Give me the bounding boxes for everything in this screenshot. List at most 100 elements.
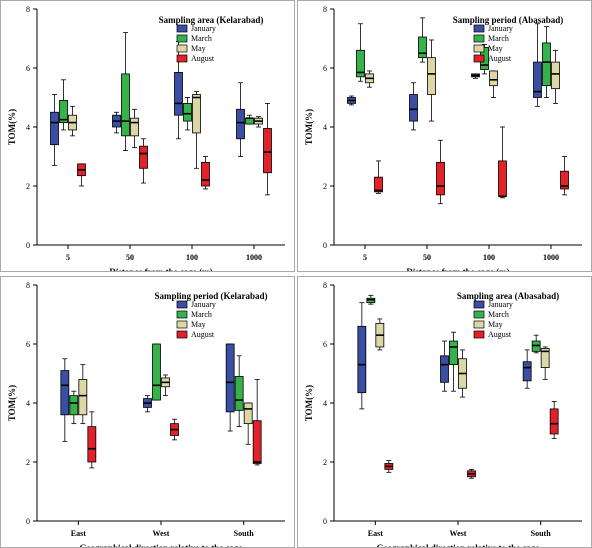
chart-panel-abasabad-distance: 0 2 4 6 8 TOM(%) 5 50 100 1000 Distance from the c… [297,0,592,272]
box-iqr [234,376,244,411]
y-tick-label: 0 [323,241,327,250]
box-january-100 [471,73,480,79]
x-tick-label: 100 [186,253,198,262]
legend-label: January [488,24,513,33]
box-may-100 [192,91,201,169]
y-tick-label: 2 [26,182,30,191]
legend-label: August [191,54,215,63]
box-iqr [489,70,498,87]
box-august-east [87,411,97,469]
box-iqr [549,408,559,435]
y-axis-label: TOM(%) [7,109,17,145]
box-iqr [183,103,192,122]
legend-label: August [488,330,512,339]
box-august-1000 [263,103,272,196]
box-march-1000 [542,26,551,98]
box-iqr [357,325,367,394]
x-axis-label: Geographical direction relative to the c… [80,543,243,547]
boxplot-chart: 0 2 4 6 8 TOM(%) 5 50 100 1000 Distance from the c… [304,5,582,271]
legend-swatch [473,330,485,339]
box-iqr [139,145,148,169]
legend-swatch [176,24,188,33]
y-tick-label: 2 [323,458,327,467]
box-march-50 [121,32,130,152]
x-axis-label: Distance from the cage (m) [406,267,509,271]
box-may-east [78,364,88,425]
box-iqr [50,111,59,146]
y-tick-label: 6 [26,340,30,349]
x-tick-label: East [368,529,383,538]
box-may-1000 [551,49,560,104]
legend-label: March [191,310,212,319]
y-axis-label: TOM(%) [7,385,17,421]
box-august-south [549,401,559,439]
y-tick-label: 2 [323,182,327,191]
box-august-5 [374,160,383,194]
box-may-50 [427,39,436,122]
box-january-1000 [533,23,542,107]
y-tick-label: 0 [26,517,30,526]
box-iqr [542,42,551,87]
boxplot-chart: 0 2 4 6 8 TOM(%) 5 50 100 1000 Distance from the c… [7,5,285,271]
legend-label: May [191,320,206,329]
box-january-east [60,358,70,442]
box-january-50 [112,111,121,134]
box-iqr [152,343,161,401]
box-may-south [243,402,253,445]
box-may-south [540,346,550,380]
legend-swatch [176,34,188,43]
box-january-east [357,302,367,410]
box-march-south [234,355,244,428]
chart-title: Sampling period (Abasabad) [453,15,564,25]
y-axis-label: TOM(%) [304,109,314,145]
box-iqr [418,36,427,59]
box-march-west [449,331,458,392]
box-iqr [225,343,235,413]
box-iqr [551,61,560,90]
box-iqr [374,176,383,193]
y-tick-label: 0 [323,517,327,526]
box-january-5 [347,95,356,106]
box-january-south [522,349,532,389]
legend-swatch [176,320,188,329]
y-tick-label: 8 [26,281,30,290]
box-iqr [409,94,418,122]
legend-label: August [488,54,512,63]
legend-swatch [473,24,485,33]
box-iqr [540,348,550,369]
box-march-west [152,343,161,401]
box-iqr [449,340,458,366]
box-march-100 [183,97,192,131]
chart-panel-kelarabad-distance: 0 2 4 6 8 TOM(%) 5 50 100 1000 Distance from the c… [0,0,295,272]
chart-title: Sampling area (Kelarabad) [159,15,264,25]
legend-label: March [191,34,212,43]
box-may-50 [130,108,139,149]
legend-label: January [488,300,513,309]
box-january-west [143,395,152,413]
legend-swatch [176,310,188,319]
x-axis-label: Geographical direction relative to the c… [377,543,540,547]
box-iqr [78,379,88,416]
box-may-west [161,374,170,397]
legend-label: March [488,34,509,43]
y-tick-label: 4 [323,399,327,408]
box-iqr [130,117,139,137]
box-march-south [531,334,541,354]
legend-label: January [191,24,216,33]
legend-label: August [191,330,215,339]
x-tick-label: 5 [66,253,70,262]
box-iqr [201,161,210,187]
legend-swatch [473,300,485,309]
box-iqr [69,395,79,416]
box-may-100 [489,70,498,98]
box-iqr [498,160,507,197]
y-axis-label: TOM(%) [304,385,314,421]
y-tick-label: 6 [323,64,327,73]
box-august-east [384,460,394,473]
box-august-100 [201,156,210,190]
box-march-1000 [245,114,254,125]
box-march-east [366,294,376,305]
box-march-5 [356,23,365,82]
box-march-east [69,390,79,425]
legend-swatch [176,54,188,63]
